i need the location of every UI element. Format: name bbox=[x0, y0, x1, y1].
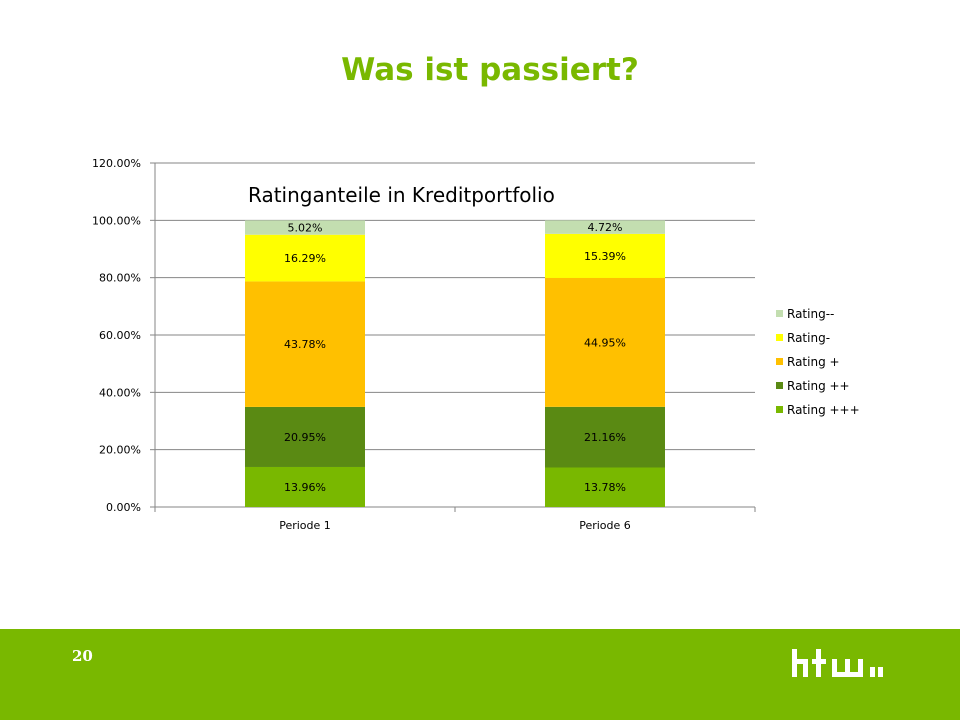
bar-segment bbox=[545, 233, 665, 278]
bar-segment bbox=[545, 220, 665, 234]
bar-segment bbox=[245, 281, 365, 407]
data-label: 13.78% bbox=[584, 481, 626, 494]
y-tick-label: 60.00% bbox=[99, 329, 141, 342]
bar-segment bbox=[545, 406, 665, 468]
legend-swatch bbox=[776, 334, 783, 341]
legend-label: Rating + bbox=[787, 355, 840, 369]
legend-label: Rating-- bbox=[787, 307, 834, 321]
bar-segment bbox=[545, 277, 665, 407]
footer-bar: 20 htw bbox=[0, 629, 960, 720]
y-tick-label: 100.00% bbox=[92, 214, 141, 227]
slide-title: Was ist passiert? bbox=[341, 52, 639, 88]
page-number: 20 bbox=[72, 647, 93, 665]
chart-title: Ratinganteile in Kreditportfolio bbox=[248, 183, 555, 207]
y-tick-label: 120.00% bbox=[92, 157, 141, 170]
legend-swatch bbox=[776, 310, 783, 317]
y-tick-label: 80.00% bbox=[99, 272, 141, 285]
legend-swatch bbox=[776, 358, 783, 365]
bar-segment bbox=[245, 220, 365, 235]
data-label: 20.95% bbox=[284, 431, 326, 444]
data-label: 21.16% bbox=[584, 431, 626, 444]
legend-swatch bbox=[776, 382, 783, 389]
y-tick-label: 0.00% bbox=[106, 501, 141, 514]
data-label: 43.78% bbox=[284, 338, 326, 351]
data-label: 4.72% bbox=[588, 221, 623, 234]
x-tick-label: Periode 1 bbox=[279, 519, 331, 532]
bar-segment bbox=[245, 234, 365, 282]
bar-segment bbox=[545, 467, 665, 507]
htw-logo: htw bbox=[792, 649, 886, 685]
data-label: 13.96% bbox=[284, 481, 326, 494]
legend-label: Rating- bbox=[787, 331, 830, 345]
legend-label: Rating ++ bbox=[787, 379, 850, 393]
bar-segment bbox=[245, 406, 365, 467]
x-tick-label: Periode 6 bbox=[579, 519, 631, 532]
data-label: 16.29% bbox=[284, 252, 326, 265]
data-label: 44.95% bbox=[584, 336, 626, 349]
data-label: 15.39% bbox=[584, 250, 626, 263]
legend-label: Rating +++ bbox=[787, 403, 860, 417]
y-tick-label: 40.00% bbox=[99, 386, 141, 399]
legend-swatch bbox=[776, 406, 783, 413]
y-tick-label: 20.00% bbox=[99, 444, 141, 457]
bar-segment bbox=[245, 466, 365, 507]
data-label: 5.02% bbox=[288, 222, 323, 235]
stacked-bar-chart: 0.00% 20.00% 40.00% 60.00% 80.00% 100.00% 120.… bbox=[92, 157, 860, 532]
